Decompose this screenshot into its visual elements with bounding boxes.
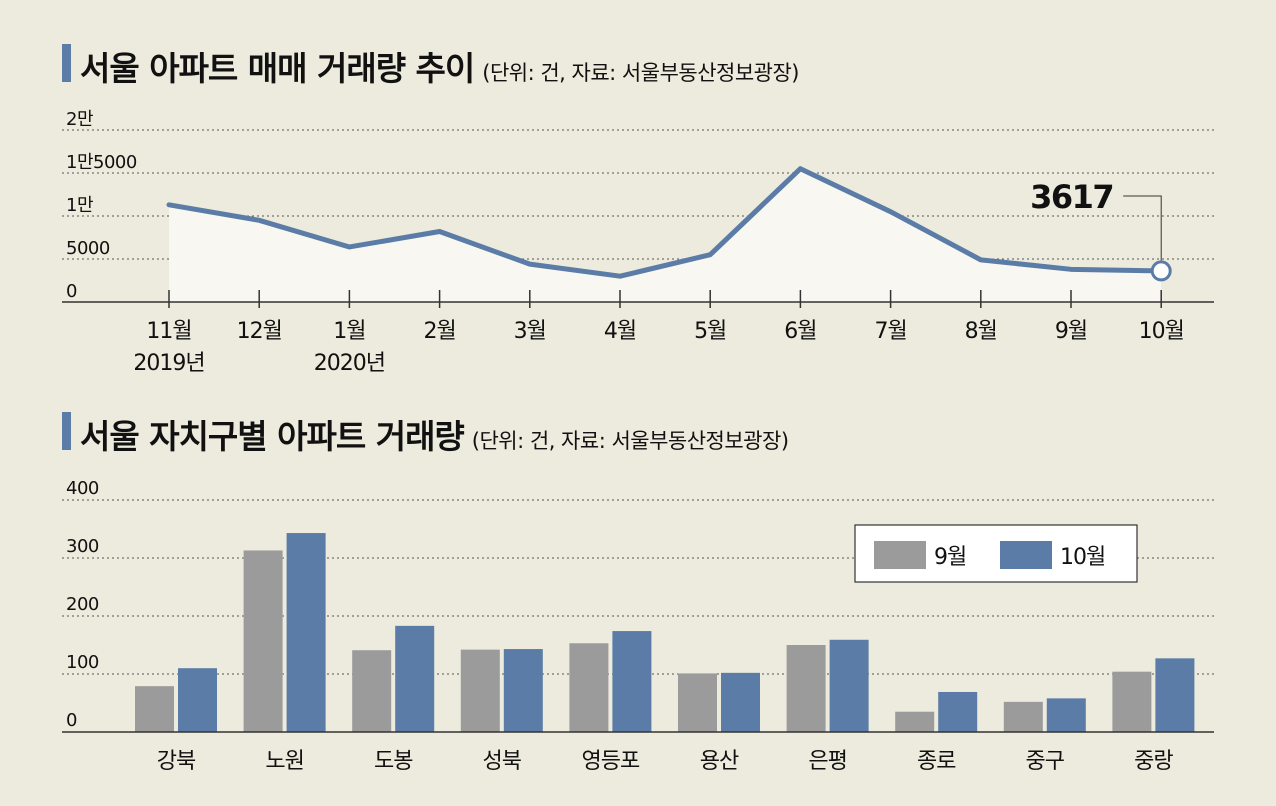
bar-oct <box>1155 658 1195 732</box>
line-data-point <box>619 275 621 277</box>
bar-ytick-label: 300 <box>66 536 99 557</box>
line-ytick-label: 5000 <box>66 238 110 259</box>
line-xtick-label: 6월 <box>784 319 816 344</box>
bar-oct <box>938 691 978 732</box>
bar-oct <box>503 649 543 732</box>
bar-oct <box>286 533 326 732</box>
bar-xtick-label: 도봉 <box>374 749 413 774</box>
line-chart: 0 5000 1만 1만5000 2만 11월 2019년 12월 1월 2020년 2월 3월 4월 5… <box>62 109 1214 376</box>
bar-oct <box>829 639 869 732</box>
line-data-point <box>439 230 441 232</box>
line-data-point <box>799 168 801 170</box>
bar-sep <box>678 673 717 732</box>
bar-ytick-label: 200 <box>66 594 99 615</box>
bar-xtick-label: 용산 <box>700 749 739 774</box>
line-xtick-label: 3월 <box>514 319 546 344</box>
line-xtick-label: 10월 <box>1139 319 1184 344</box>
bar-xtick-label: 노원 <box>265 749 303 774</box>
bar-sep <box>895 711 935 732</box>
line-data-point <box>1070 268 1072 270</box>
bar-oct <box>1046 698 1086 732</box>
bar-sep <box>1003 701 1043 732</box>
bar-legend-swatch <box>1000 541 1052 569</box>
line-xtick-sublabel: 2020년 <box>314 351 385 376</box>
line-xtick-label: 12월 <box>237 319 282 344</box>
line-xtick-label: 5월 <box>694 319 726 344</box>
bar-xtick-label: 영등포 <box>582 749 640 774</box>
bar-legend: 9월 10월 <box>854 524 1138 583</box>
line-last-point-marker <box>1150 260 1172 282</box>
line-xtick-label: 4월 <box>604 319 636 344</box>
line-xtick-label: 9월 <box>1055 319 1087 344</box>
bar-ytick-label: 100 <box>66 652 99 673</box>
line-data-point <box>348 246 350 248</box>
bar-sep <box>243 550 283 732</box>
bar-sep <box>460 649 500 732</box>
bar-xtick-label: 은평 <box>808 749 846 774</box>
bar-legend-swatch <box>874 541 926 569</box>
line-xtick-label: 2월 <box>423 319 455 344</box>
bar-xtick-label: 강북 <box>157 749 196 774</box>
line-xtick-label: 8월 <box>965 319 997 344</box>
bar-oct <box>395 625 435 732</box>
line-data-point <box>890 211 892 213</box>
line-annotation-leader <box>1123 195 1162 261</box>
line-ytick-label: 1만 <box>66 195 93 216</box>
bar-ytick-label: 400 <box>66 478 99 499</box>
bar-title-accent <box>62 412 71 450</box>
line-data-point <box>709 254 711 256</box>
line-data-point <box>980 259 982 261</box>
bar-sep <box>569 643 609 732</box>
line-series <box>166 166 1164 279</box>
line-data-point <box>168 204 170 206</box>
bar-xtick-label: 중랑 <box>1134 749 1173 774</box>
bar-legend-label: 9월 <box>934 545 966 570</box>
bar-xtick-label: 중구 <box>1026 749 1065 774</box>
bar-xtick-label: 성북 <box>483 749 522 774</box>
line-ytick-label: 2만 <box>66 109 93 130</box>
bar-oct <box>721 672 760 732</box>
bar-chart-unit: (단위: 건, 자료: 서울부동산정보광장) <box>471 429 789 453</box>
line-ytick-label: 0 <box>66 281 77 302</box>
line-chart-title-text: 서울 아파트 매매 거래량 추이 <box>80 49 475 88</box>
line-data-point <box>529 263 531 265</box>
bar-legend-label: 10월 <box>1060 545 1105 570</box>
bar-sep <box>352 650 392 732</box>
bar-chart-title: 서울 자치구별 아파트 거래량 (단위: 건, 자료: 서울부동산정보광장) <box>80 410 789 458</box>
bar-oct <box>612 631 652 732</box>
line-title-accent <box>62 44 71 82</box>
line-xtick-sublabel: 2019년 <box>133 351 204 376</box>
bar-xtick-label: 종로 <box>917 749 956 774</box>
line-data-point <box>258 219 260 221</box>
bar-sep <box>135 686 174 732</box>
line-xtick-label: 11월 <box>146 319 191 344</box>
line-chart-unit: (단위: 건, 자료: 서울부동산정보광장) <box>482 61 799 85</box>
line-chart-title: 서울 아파트 매매 거래량 추이 (단위: 건, 자료: 서울부동산정보광장) <box>80 42 799 90</box>
bar-sep <box>1112 671 1152 732</box>
bar-sep <box>786 645 826 732</box>
bar-ytick-label: 0 <box>66 710 77 731</box>
bar-oct <box>178 668 217 732</box>
bar-chart-title-text: 서울 자치구별 아파트 거래량 <box>80 417 465 456</box>
line-xtick-label: 1월 <box>333 319 365 344</box>
line-area <box>169 168 1162 302</box>
line-annotation-label: 3617 <box>1030 178 1113 216</box>
line-ytick-label: 1만5000 <box>66 152 137 173</box>
line-xtick-label: 7월 <box>874 319 906 344</box>
